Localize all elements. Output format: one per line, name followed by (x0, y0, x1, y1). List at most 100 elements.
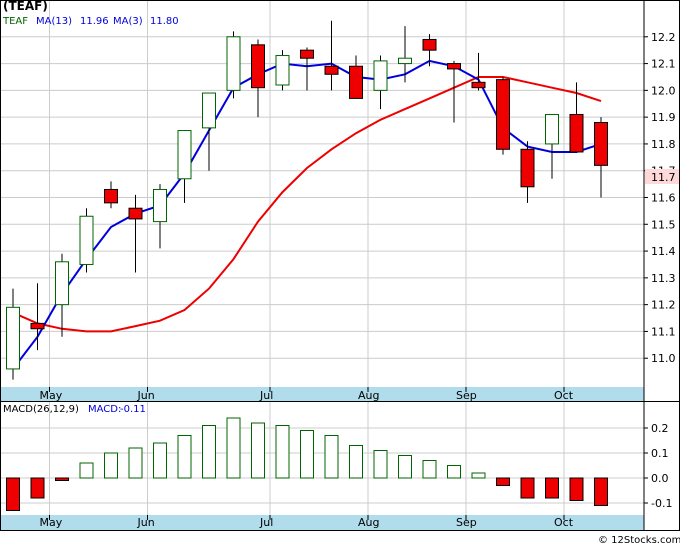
price-y-tick-label: 11.1 (651, 325, 676, 338)
macd-bar (300, 430, 314, 479)
price-y-tick-label: 12.2 (651, 31, 676, 44)
macd-bar (373, 450, 388, 479)
price-y-tick-label: 11.5 (651, 218, 676, 231)
watermark: © 12Stocks.com (598, 535, 680, 546)
candle-up (202, 92, 216, 129)
candle-down (104, 188, 118, 204)
macd-bar (128, 447, 143, 479)
price-y-tick-label: 11.2 (651, 299, 676, 312)
macd-bar (177, 435, 192, 479)
macd-x-tick-label: Jun (137, 516, 155, 529)
macd-bar (398, 455, 412, 479)
candle-up (79, 215, 94, 265)
macd-bar (104, 452, 118, 479)
price-x-tick-label: May (40, 389, 63, 402)
price-y-tick-label: 12.0 (651, 84, 676, 97)
candle-up (373, 60, 388, 91)
candle-up (177, 130, 192, 180)
price-y-tick-label: 11.9 (651, 111, 676, 124)
macd-bar (594, 477, 608, 506)
candle-down (128, 207, 143, 220)
macd-x-tick-label: Oct (554, 516, 574, 529)
macd-bar (55, 477, 69, 481)
macd-bars (6, 417, 608, 511)
candle-down (30, 322, 45, 330)
price-date-axis-band (1, 387, 644, 401)
macd-bar (275, 425, 290, 479)
price-y-tick-label: 11.6 (651, 192, 676, 205)
macd-bar (349, 445, 363, 479)
macd-bar (30, 477, 45, 499)
legend-ma3-value: 11.80 (150, 16, 179, 27)
price-y-tick-label: 12.1 (651, 58, 676, 71)
macd-legend-value: -0.11 (120, 404, 146, 415)
price-x-tick-label: Jul (259, 389, 273, 402)
candle-up (153, 188, 167, 223)
candle-down (471, 81, 486, 89)
candle-down (520, 148, 535, 188)
legend-ma13-label: MA(13) (36, 16, 72, 27)
macd-x-tick-label: Sep (456, 516, 477, 529)
candle-down (569, 113, 584, 153)
macd-bar (447, 465, 461, 479)
candle-down (447, 63, 461, 70)
price-y-tick-label: 11.8 (651, 138, 676, 151)
macd-bar (226, 417, 241, 479)
legend-ma13-value: 11.96 (80, 16, 109, 27)
price-y-tick-label: 11.4 (651, 245, 676, 258)
legend-symbol: TEAF (2, 16, 28, 27)
candle-up (545, 113, 559, 145)
macd-bar (79, 462, 94, 479)
macd-bar (569, 477, 584, 501)
macd-panel (0, 401, 680, 531)
candle-down (422, 38, 437, 51)
macd-y-tick-label: -0.1 (651, 497, 672, 510)
macd-x-axis: May Jun Jul Aug Sep Oct (40, 515, 574, 529)
candle-down (496, 79, 510, 150)
macd-y-tick-label: 0.0 (651, 472, 669, 485)
candle-down (349, 65, 363, 99)
price-grid (1, 1, 644, 387)
macd-bar (422, 460, 437, 479)
price-y-tick-label: 11.3 (651, 272, 676, 285)
macd-bar (153, 442, 167, 479)
macd-y-axis: 0.2 0.1 0.0 -0.1 (643, 402, 672, 530)
candle-down (300, 49, 314, 59)
last-price-tag (645, 169, 679, 184)
legend-ma3-label: MA(3) (113, 16, 143, 27)
macd-x-tick-label: Jul (259, 516, 273, 529)
candle-down (251, 44, 265, 89)
macd-bar (545, 477, 559, 499)
macd-bar (471, 472, 486, 479)
macd-y-tick-label: 0.1 (651, 447, 669, 460)
macd-bar (496, 477, 510, 486)
macd-legend-label: MACD(26,12,9) (3, 404, 79, 415)
chart-title: (TEAF) (3, 0, 48, 13)
candle-down (324, 65, 339, 75)
candle-up (226, 36, 241, 91)
macd-legend-name: MACD: (88, 404, 121, 415)
candle-up (398, 57, 412, 65)
macd-bar (202, 425, 216, 479)
candle-up (6, 306, 20, 370)
price-x-tick-label: Oct (554, 389, 574, 402)
price-panel (0, 0, 680, 402)
price-x-tick-label: Sep (456, 389, 477, 402)
macd-x-tick-label: May (40, 516, 63, 529)
macd-y-tick-label: 0.2 (651, 422, 669, 435)
candles (6, 20, 608, 380)
macd-bar (251, 422, 265, 479)
macd-x-tick-label: Aug (358, 516, 379, 529)
macd-bar (6, 477, 20, 511)
last-price-value: 11.7 (651, 171, 676, 184)
macd-bar (324, 435, 339, 479)
candle-up (275, 55, 290, 86)
candle-down (594, 122, 608, 166)
price-y-tick-label: 11.0 (651, 352, 676, 365)
price-x-axis: May Jun Jul Aug Sep Oct (40, 387, 574, 402)
price-x-tick-label: Jun (137, 389, 155, 402)
macd-date-axis-band (1, 515, 644, 530)
candle-up (55, 261, 69, 306)
price-x-tick-label: Aug (358, 389, 379, 402)
